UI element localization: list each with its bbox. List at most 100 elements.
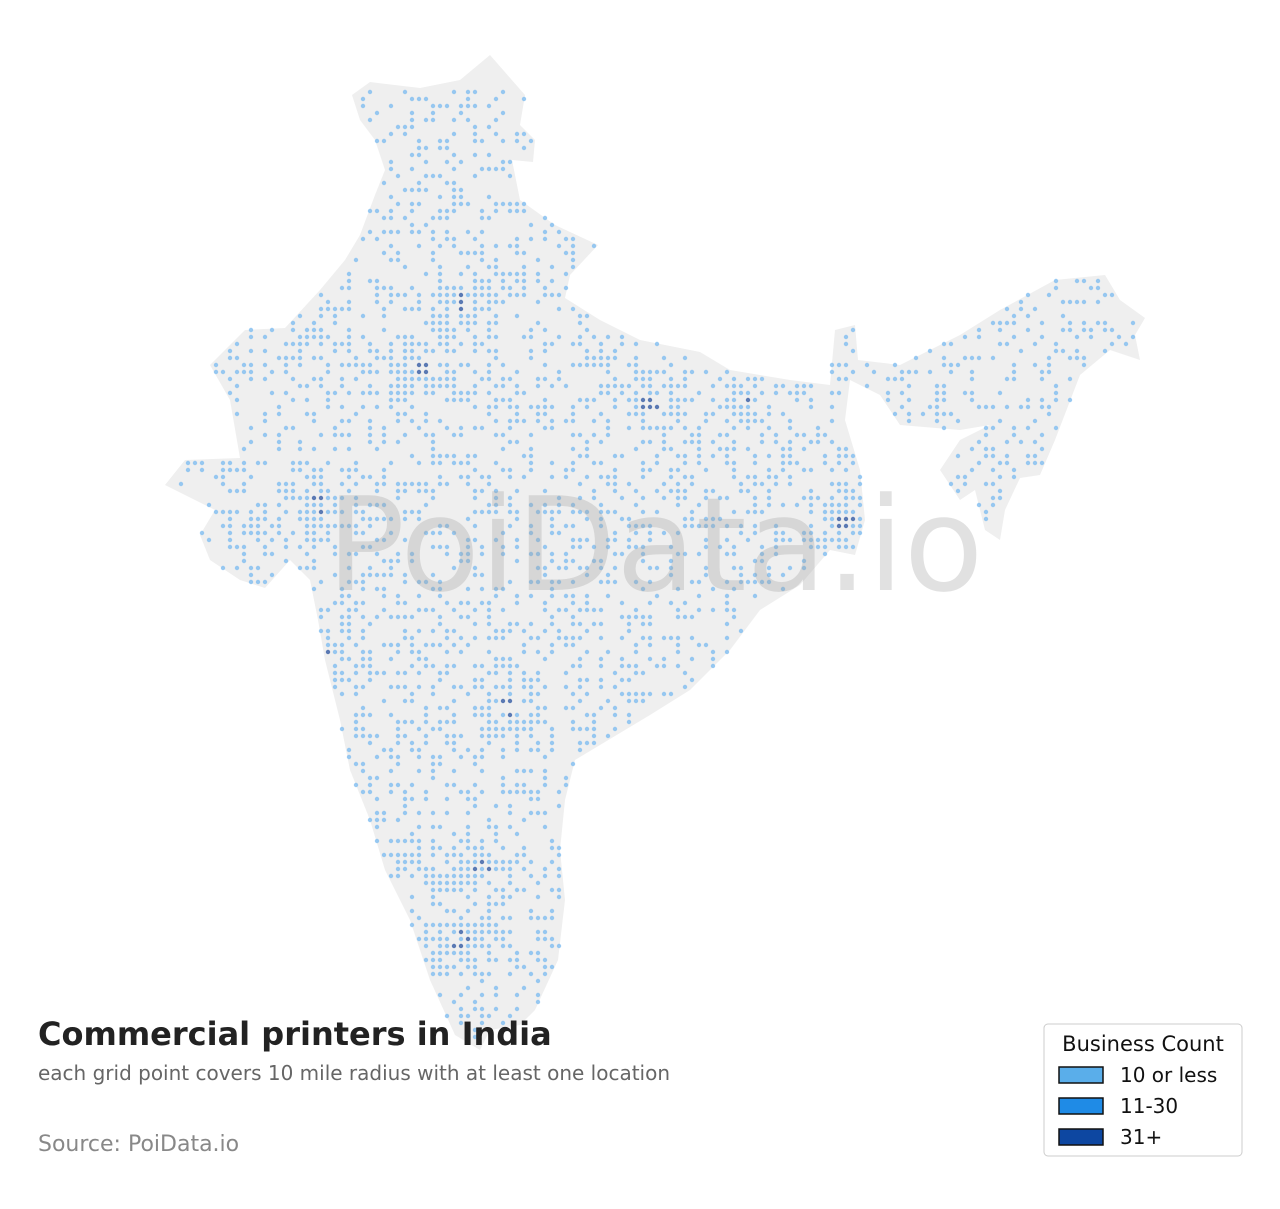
grid-point bbox=[857, 502, 863, 508]
grid-point bbox=[318, 355, 324, 361]
grid-point bbox=[458, 1006, 464, 1012]
grid-point bbox=[325, 635, 331, 641]
source: Source: PoiData.io bbox=[38, 1132, 239, 1157]
grid-point bbox=[717, 516, 723, 522]
grid-point bbox=[493, 243, 499, 249]
grid-point bbox=[374, 355, 380, 361]
grid-point bbox=[493, 537, 499, 543]
grid-point bbox=[444, 292, 450, 298]
grid-point bbox=[360, 614, 366, 620]
grid-point bbox=[738, 383, 744, 389]
grid-point bbox=[584, 474, 590, 480]
grid-point bbox=[360, 369, 366, 375]
grid-point bbox=[458, 614, 464, 620]
grid-point bbox=[472, 684, 478, 690]
grid-point bbox=[556, 635, 562, 641]
grid-point bbox=[829, 516, 835, 522]
grid-point bbox=[801, 467, 807, 473]
grid-point bbox=[696, 593, 702, 599]
grid-point bbox=[1053, 348, 1059, 354]
grid-point bbox=[598, 474, 604, 480]
grid-point bbox=[1011, 369, 1017, 375]
grid-point bbox=[472, 537, 478, 543]
grid-point bbox=[395, 369, 401, 375]
grid-point bbox=[584, 607, 590, 613]
grid-point bbox=[409, 376, 415, 382]
grid-point bbox=[514, 516, 520, 522]
grid-point bbox=[227, 460, 233, 466]
grid-point bbox=[654, 425, 660, 431]
grid-point bbox=[633, 698, 639, 704]
grid-point bbox=[367, 348, 373, 354]
grid-point bbox=[381, 138, 387, 144]
grid-point bbox=[458, 558, 464, 564]
grid-point bbox=[997, 460, 1003, 466]
grid-point bbox=[1060, 327, 1066, 333]
grid-point bbox=[752, 383, 758, 389]
grid-point bbox=[549, 509, 555, 515]
grid-point bbox=[577, 656, 583, 662]
grid-point bbox=[423, 488, 429, 494]
grid-point bbox=[584, 565, 590, 571]
grid-point bbox=[521, 684, 527, 690]
grid-point bbox=[479, 1020, 485, 1026]
grid-point bbox=[472, 509, 478, 515]
grid-point bbox=[500, 1020, 506, 1026]
grid-point bbox=[437, 327, 443, 333]
grid-point bbox=[409, 334, 415, 340]
grid-point bbox=[276, 481, 282, 487]
grid-point bbox=[276, 411, 282, 417]
grid-point bbox=[451, 89, 457, 95]
grid-point bbox=[556, 243, 562, 249]
grid-point bbox=[535, 915, 541, 921]
grid-point bbox=[563, 607, 569, 613]
grid-point bbox=[430, 775, 436, 781]
grid-point bbox=[514, 509, 520, 515]
grid-point bbox=[493, 887, 499, 893]
grid-point bbox=[395, 411, 401, 417]
grid-point bbox=[486, 327, 492, 333]
grid-point bbox=[549, 383, 555, 389]
grid-point bbox=[752, 523, 758, 529]
grid-point bbox=[423, 712, 429, 718]
grid-point bbox=[486, 635, 492, 641]
grid-point bbox=[402, 187, 408, 193]
grid-point bbox=[409, 166, 415, 172]
grid-point bbox=[451, 390, 457, 396]
grid-point bbox=[479, 166, 485, 172]
grid-point bbox=[535, 551, 541, 557]
grid-point bbox=[906, 418, 912, 424]
grid-point bbox=[423, 376, 429, 382]
grid-point bbox=[661, 446, 667, 452]
grid-point bbox=[367, 565, 373, 571]
grid-point bbox=[528, 467, 534, 473]
grid-point bbox=[535, 579, 541, 585]
grid-point bbox=[1004, 453, 1010, 459]
grid-point bbox=[507, 880, 513, 886]
grid-point bbox=[262, 544, 268, 550]
grid-point bbox=[458, 194, 464, 200]
grid-point bbox=[346, 579, 352, 585]
grid-point bbox=[248, 530, 254, 536]
grid-point bbox=[451, 285, 457, 291]
grid-point bbox=[822, 537, 828, 543]
grid-point bbox=[381, 229, 387, 235]
grid-point bbox=[437, 922, 443, 928]
grid-point bbox=[990, 404, 996, 410]
grid-point bbox=[423, 390, 429, 396]
grid-point bbox=[640, 397, 646, 403]
grid-point bbox=[605, 425, 611, 431]
grid-point bbox=[367, 670, 373, 676]
grid-point bbox=[367, 782, 373, 788]
grid-point bbox=[549, 845, 555, 851]
grid-point bbox=[591, 712, 597, 718]
grid-point bbox=[493, 635, 499, 641]
grid-point bbox=[843, 481, 849, 487]
grid-point bbox=[626, 397, 632, 403]
grid-point bbox=[374, 810, 380, 816]
grid-point bbox=[598, 579, 604, 585]
grid-point bbox=[640, 523, 646, 529]
grid-point bbox=[367, 439, 373, 445]
grid-point bbox=[521, 845, 527, 851]
